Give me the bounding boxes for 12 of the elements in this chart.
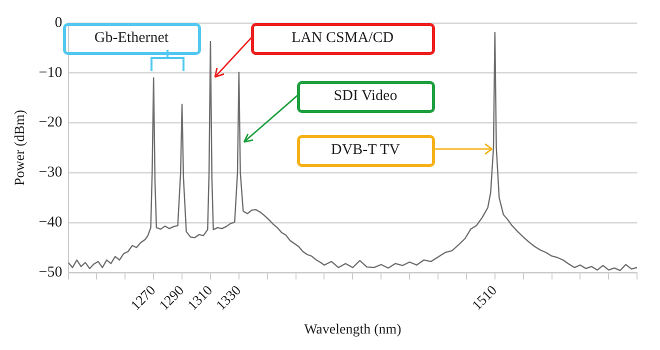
y-tick-label: −20	[38, 114, 62, 131]
x-axis-title: Wavelength (nm)	[304, 322, 402, 338]
annotation: DVB-T TV	[330, 142, 400, 159]
y-tick-label: −50	[38, 264, 62, 280]
annotation: LAN CSMA/CD	[291, 30, 394, 47]
y-tick-label: −30	[38, 164, 62, 181]
annotation: SDI Video	[334, 88, 398, 105]
y-axis-title: Power (dBm)	[13, 110, 28, 186]
annotation: Gb-Ethernet	[94, 30, 169, 47]
y-tick-label: −40	[38, 214, 62, 231]
y-tick-label: 0	[54, 14, 62, 31]
y-tick-label: −10	[38, 64, 62, 81]
